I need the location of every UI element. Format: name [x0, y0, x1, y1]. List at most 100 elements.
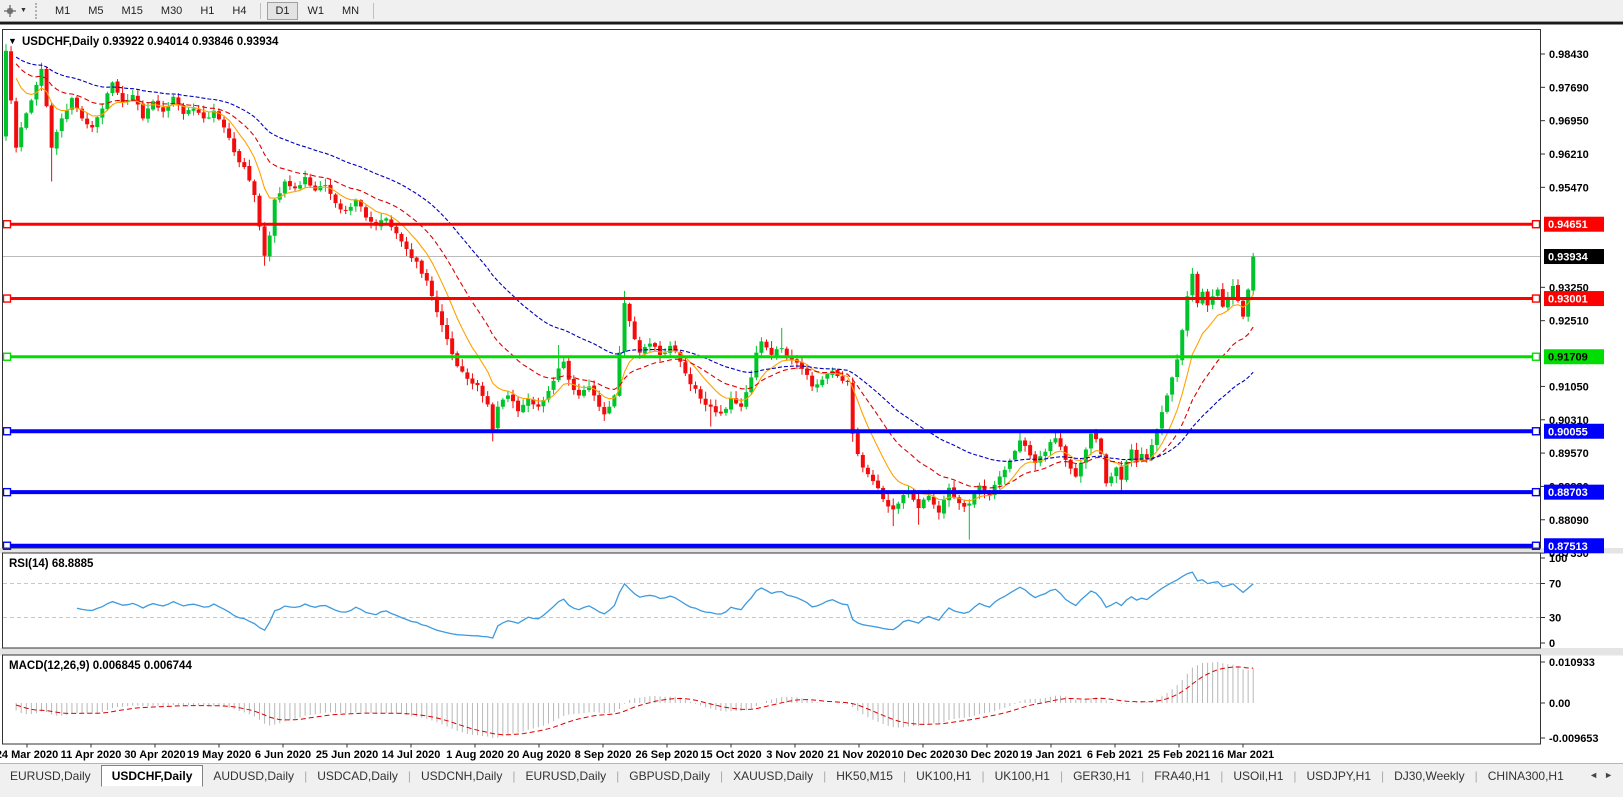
svg-text:30 Dec 2020: 30 Dec 2020: [956, 749, 1019, 761]
timeframe-m5-button[interactable]: M5: [88, 4, 104, 17]
svg-text:26 Sep 2020: 26 Sep 2020: [636, 749, 699, 761]
svg-text:24 Mar 2020: 24 Mar 2020: [0, 749, 58, 761]
hline-handle: [1531, 352, 1541, 361]
svg-text:0.88090: 0.88090: [1549, 515, 1589, 527]
timeframe-w1-button[interactable]: W1: [307, 4, 325, 17]
chart-tab-usdcad-daily[interactable]: USDCAD,Daily: [317, 769, 398, 783]
macd-label: MACD(12,26,9) 0.006845 0.006744: [9, 660, 192, 672]
chart-tab-usdchf-daily[interactable]: USDCHF,Daily: [100, 765, 204, 787]
tab-separator: |: [304, 769, 308, 783]
svg-text:1 Aug 2020: 1 Aug 2020: [446, 749, 504, 761]
svg-text:3 Nov 2020: 3 Nov 2020: [766, 749, 823, 761]
svg-text:0.98430: 0.98430: [1549, 49, 1589, 61]
svg-text:0.010933: 0.010933: [1549, 657, 1595, 669]
chart-tab-audusd-daily[interactable]: AUDUSD,Daily: [213, 769, 295, 783]
svg-text:20 Aug 2020: 20 Aug 2020: [507, 749, 571, 761]
horizontal-lines-layer: [2, 220, 1541, 550]
chart-tab-uk100-h1[interactable]: UK100,H1: [916, 769, 972, 783]
tab-scroll-left-icon[interactable]: ◄: [1589, 770, 1599, 780]
timeframe-h1-button[interactable]: H1: [200, 4, 215, 17]
chart-tab-gbpusd-daily[interactable]: GBPUSD,Daily: [629, 769, 710, 783]
svg-text:0.94651: 0.94651: [1548, 219, 1588, 231]
date-axis: 24 Mar 2020 11 Apr 2020 30 Apr 2020 19 May …: [0, 743, 1274, 761]
svg-text:0.97690: 0.97690: [1549, 82, 1589, 94]
svg-text:-0.009653: -0.009653: [1549, 733, 1599, 745]
svg-text:14 Jul 2020: 14 Jul 2020: [382, 749, 441, 761]
svg-text:30: 30: [1549, 613, 1561, 625]
chart-tab-usdjpy-h1[interactable]: USDJPY,H1: [1306, 769, 1371, 783]
chart-tab-dj30-weekly[interactable]: DJ30,Weekly: [1394, 769, 1465, 783]
timeframe-d1-button[interactable]: D1: [267, 1, 298, 20]
svg-text:30 Apr 2020: 30 Apr 2020: [124, 749, 185, 761]
price-tag-0.88703: 0.88703: [1544, 484, 1604, 500]
chart-menu-arrow-icon[interactable]: ▼: [8, 36, 17, 46]
timeframe-h4-button[interactable]: H4: [232, 4, 247, 17]
crosshair-icon: [4, 4, 16, 17]
toolbar-separator: [373, 2, 375, 19]
hline-handle: [1531, 220, 1541, 229]
tab-scroll-right-icon[interactable]: ►: [1604, 770, 1613, 780]
timeframe-m30-button[interactable]: M30: [160, 4, 183, 17]
svg-text:0.95470: 0.95470: [1549, 182, 1589, 194]
hline-handle: [2, 294, 12, 303]
chart-tab-xauusd-daily[interactable]: XAUUSD,Daily: [733, 769, 814, 783]
price-tag-0.93001: 0.93001: [1544, 291, 1604, 307]
chart-tab-eurusd-daily[interactable]: EURUSD,Daily: [10, 769, 91, 783]
toolbar-separator: [260, 2, 262, 19]
chart-tab-fra40-h1[interactable]: FRA40,H1: [1154, 769, 1211, 783]
hline-handle: [1531, 294, 1541, 303]
svg-text:0: 0: [1549, 638, 1555, 650]
chart-tab-usoil-h1[interactable]: USOil,H1: [1233, 769, 1284, 783]
slow-ma-line: [15, 56, 1254, 462]
hline-handle: [2, 220, 12, 229]
svg-text:8 Sep 2020: 8 Sep 2020: [575, 749, 632, 761]
svg-text:100: 100: [1549, 553, 1567, 565]
timeframe-toolbar: ▼ M1 M5 M15 M30 H1 H4 D1 W1 MN: [0, 0, 1623, 22]
tab-separator: |: [1059, 769, 1064, 783]
svg-text:0.93934: 0.93934: [1548, 252, 1589, 264]
tab-separator: |: [719, 769, 724, 783]
svg-text:0.88703: 0.88703: [1548, 487, 1588, 499]
tab-separator: |: [823, 769, 827, 783]
macd-signal-line: [15, 666, 1254, 736]
chart-tab-usdcnh-daily[interactable]: USDCNH,Daily: [421, 769, 503, 783]
chart-tab-china300-h1[interactable]: CHINA300,H1: [1487, 769, 1564, 783]
panel-borders: [2, 29, 1541, 745]
rsi-label: RSI(14) 68.8885: [9, 558, 94, 570]
chart-tab-eurusd-daily[interactable]: EURUSD,Daily: [525, 769, 607, 783]
tab-separator: |: [1381, 769, 1385, 783]
svg-text:0.91050: 0.91050: [1549, 381, 1589, 393]
toolbar-grip[interactable]: [34, 2, 42, 19]
tab-separator: |: [981, 769, 985, 783]
chart-tab-uk100-h1[interactable]: UK100,H1: [994, 769, 1050, 783]
rsi-line: [76, 571, 1254, 639]
svg-text:25 Jun 2020: 25 Jun 2020: [316, 749, 378, 761]
timeframe-m15-button[interactable]: M15: [121, 4, 143, 17]
tab-separator: |: [616, 769, 620, 783]
svg-text:0.96950: 0.96950: [1549, 116, 1589, 128]
chart-canvas[interactable]: 0.984300.976900.969500.962100.954700.932…: [0, 22, 1623, 763]
tab-separator: |: [1474, 769, 1478, 783]
tab-separator: |: [1220, 769, 1224, 783]
hline-handle: [2, 487, 12, 497]
timeframe-mn-button[interactable]: MN: [342, 4, 360, 17]
svg-text:0.92510: 0.92510: [1549, 316, 1589, 328]
hline-handle: [2, 352, 12, 361]
timeframe-m1-button[interactable]: M1: [54, 4, 71, 17]
timeframe-buttons: M1 M5 M15 M30 H1 H4 D1 W1 MN: [46, 0, 379, 22]
crosshair-tool-button[interactable]: ▼: [0, 1, 31, 21]
svg-text:0.89570: 0.89570: [1549, 448, 1589, 460]
price-tag-0.87513: 0.87513: [1544, 538, 1604, 554]
svg-text:16 Mar 2021: 16 Mar 2021: [1212, 749, 1274, 761]
svg-text:11 Apr 2020: 11 Apr 2020: [61, 749, 122, 761]
chart-tab-ger30-h1[interactable]: GER30,H1: [1073, 769, 1132, 783]
price-axis: 0.984300.976900.969500.962100.954700.932…: [1540, 49, 1604, 560]
price-tag-0.94651: 0.94651: [1544, 216, 1604, 232]
hline-handle: [2, 427, 12, 436]
mid-ma-line: [15, 63, 1254, 489]
macd-panel: 0.010933 0.00 -0.009653: [15, 657, 1599, 745]
svg-text:25 Feb 2021: 25 Feb 2021: [1148, 749, 1210, 761]
panel-backgrounds: [0, 22, 1623, 763]
chart-tab-hk50-m15[interactable]: HK50,M15: [836, 769, 893, 783]
